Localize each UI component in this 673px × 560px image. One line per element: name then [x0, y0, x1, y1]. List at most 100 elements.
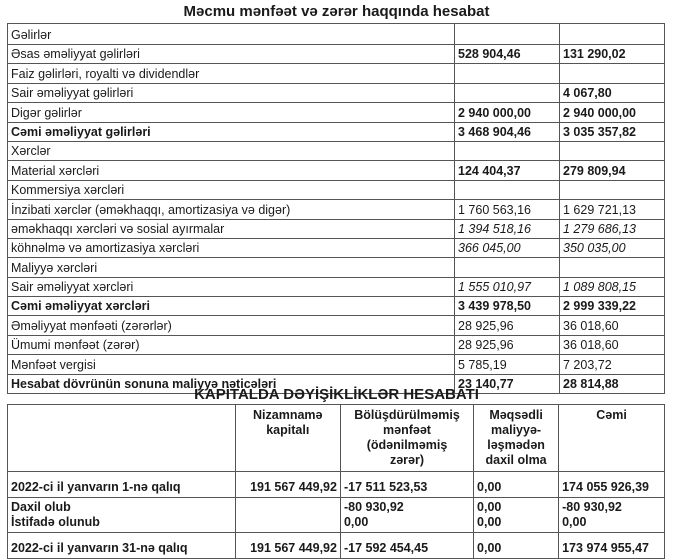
row-value [559, 63, 665, 84]
row-value: 4 067,80 [559, 82, 665, 104]
table-row: 2022-ci il yanvarın 31-nə qalıq 191 567 4… [7, 532, 665, 559]
row-value: 28 925,96 [454, 334, 560, 356]
row-value [454, 257, 560, 278]
row-value: 528 904,46 [454, 43, 560, 65]
column-header [7, 404, 236, 472]
table-row: Cəmi əməliyyat xərcləri 3 439 978,50 2 999… [7, 296, 665, 317]
income-statement-title: Məcmu mənfəət və zərər haqqında hesabat [183, 3, 490, 20]
row-label: Gəlirlər [7, 23, 455, 45]
column-header: Bölüşdürülməmiş mənfəət (ödənilməmiş zər… [339, 404, 475, 472]
row-value: 366 045,00 [454, 237, 560, 259]
row-label: Əməliyyat mənfəəti (zərərlər) [7, 315, 455, 336]
row-value: 191 567 449,92 [234, 471, 341, 498]
row-label: Daxil olub İstifadə olunub [7, 497, 236, 533]
row-value [559, 23, 665, 45]
table-row: köhnəlmə və amortizasiya xərcləri 366 045… [7, 237, 665, 259]
table-row: Kommersiya xərcləri [7, 179, 665, 201]
row-value: 0,00 [473, 532, 560, 559]
table-row: Hesabat dövrünün sonuna maliyyə nəticələ… [7, 373, 665, 395]
row-value: -80 930,92 0,00 [558, 497, 665, 533]
row-value: 36 018,60 [559, 334, 665, 356]
row-label: Cəmi əməliyyat xərcləri [7, 296, 455, 317]
table-row: Mənfəət vergisi 5 785,19 7 203,72 [7, 354, 665, 375]
row-value: 173 974 955,47 [558, 532, 665, 559]
row-value: 2 940 000,00 [454, 102, 560, 123]
row-value: 0,00 0,00 [473, 497, 560, 533]
row-value [234, 497, 341, 533]
table-row: Sair əməliyyat gəlirləri 4 067,80 [7, 82, 665, 104]
row-value: 1 394 518,16 [454, 218, 560, 239]
table-row: Əməliyyat mənfəəti (zərərlər) 28 925,96 36… [7, 315, 665, 336]
row-value [454, 63, 560, 84]
row-value: 1 760 563,16 [454, 199, 560, 220]
row-value: 28 814,88 [559, 373, 665, 395]
table-row: Sair əməliyyat xərcləri 1 555 010,97 1 089… [7, 276, 665, 298]
row-value [559, 179, 665, 201]
row-label: Ümumi mənfəət (zərər) [7, 334, 455, 356]
income-statement-table: Gəlirlər Əsas əməliyyat gəlirləri 528 904,… [7, 23, 665, 395]
row-value [559, 140, 665, 162]
row-label: Xərclər [7, 140, 455, 162]
row-value: 0,00 [473, 471, 560, 498]
row-value [454, 82, 560, 104]
row-value: 5 785,19 [454, 354, 560, 375]
row-label: 2022-ci il yanvarın 1-nə qalıq [7, 471, 236, 498]
table-row: Digər gəlirlər 2 940 000,00 2 940 000,00 [7, 102, 665, 123]
row-label: Maliyyə xərcləri [7, 257, 455, 278]
row-value: 36 018,60 [559, 315, 665, 336]
row-value [559, 257, 665, 278]
row-value: -80 930,92 0,00 [339, 497, 475, 533]
row-value: 1 555 010,97 [454, 276, 560, 298]
row-value: 1 089 808,15 [559, 276, 665, 298]
table-row: Xərclər [7, 140, 665, 162]
equity-changes-table: Nizamnamə kapitalı Bölüşdürülməmiş mənfəə… [7, 404, 665, 559]
row-label: Kommersiya xərcləri [7, 179, 455, 201]
table-row: İnzibati xərclər (əməkhaqqı, amortizasiy… [7, 199, 665, 220]
row-value: 1 629 721,13 [559, 199, 665, 220]
row-label: İnzibati xərclər (əməkhaqqı, amortizasiy… [7, 199, 455, 220]
table-row: Material xərcləri 124 404,37 279 809,94 [7, 160, 665, 181]
row-value: 174 055 926,39 [558, 471, 665, 498]
row-label: Hesabat dövrünün sonuna maliyyə nəticələ… [7, 373, 455, 395]
row-label: Mənfəət vergisi [7, 354, 455, 375]
row-label: Faiz gəlirləri, royalti və dividendlər [7, 63, 455, 84]
row-label: Digər gəlirlər [7, 102, 455, 123]
row-label: Əsas əməliyyat gəlirləri [7, 43, 455, 65]
table-row: Faiz gəlirləri, royalti və dividendlər [7, 63, 665, 84]
row-value: 124 404,37 [454, 160, 560, 181]
row-value: 28 925,96 [454, 315, 560, 336]
table-row: əməkhaqqı xərcləri və sosial ayırmalar 1 … [7, 218, 665, 239]
row-value: 3 035 357,82 [559, 121, 665, 142]
row-value: 2 940 000,00 [559, 102, 665, 123]
row-value: -17 592 454,45 [339, 532, 475, 559]
table-row: Cəmi əməliyyat gəlirləri 3 468 904,46 3 03… [7, 121, 665, 142]
row-value: 191 567 449,92 [234, 532, 341, 559]
row-label: Cəmi əməliyyat gəlirləri [7, 121, 455, 142]
row-value: 279 809,94 [559, 160, 665, 181]
column-header: Məqsədli maliyyə- ləşmədən daxil olma [473, 404, 560, 472]
table-row: Ümumi mənfəət (zərər) 28 925,96 36 018,60 [7, 334, 665, 356]
row-value: 3 468 904,46 [454, 121, 560, 142]
row-value: 131 290,02 [559, 43, 665, 65]
equity-changes-title: KAPİTALDA DƏYİŞİKLİKLƏR HESABATI [194, 386, 479, 403]
table-row: Əsas əməliyyat gəlirləri 528 904,46 131 29… [7, 43, 665, 65]
row-value: -17 511 523,53 [339, 471, 475, 498]
row-value: 1 279 686,13 [559, 218, 665, 239]
row-label: əməkhaqqı xərcləri və sosial ayırmalar [7, 218, 455, 239]
table-row: 2022-ci il yanvarın 1-nə qalıq 191 567 44… [7, 471, 665, 498]
row-value: 2 999 339,22 [559, 296, 665, 317]
row-value: 7 203,72 [559, 354, 665, 375]
column-header: Cəmi [558, 404, 665, 472]
row-value [454, 23, 560, 45]
row-value [454, 179, 560, 201]
row-label: 2022-ci il yanvarın 31-nə qalıq [7, 532, 236, 559]
row-value: 3 439 978,50 [454, 296, 560, 317]
row-label: Sair əməliyyat xərcləri [7, 276, 455, 298]
row-value: 350 035,00 [559, 237, 665, 259]
row-label: köhnəlmə və amortizasiya xərcləri [7, 237, 455, 259]
row-value [454, 140, 560, 162]
row-label: Material xərcləri [7, 160, 455, 181]
table-row: Maliyyə xərcləri [7, 257, 665, 278]
table-row: Daxil olub İstifadə olunub -80 930,92 0,0… [7, 497, 665, 533]
table-row: Gəlirlər [7, 23, 665, 45]
